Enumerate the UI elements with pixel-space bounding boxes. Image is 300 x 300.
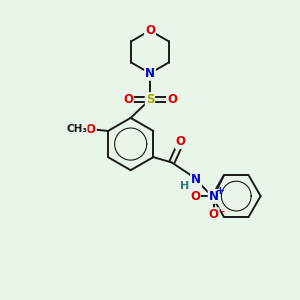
Text: H: H (180, 181, 190, 191)
Text: N: N (209, 190, 219, 203)
Text: CH₃: CH₃ (66, 124, 87, 134)
Text: N: N (145, 67, 155, 80)
Text: O: O (123, 93, 133, 106)
Text: +: + (216, 186, 225, 196)
Text: O: O (176, 135, 186, 148)
Text: S: S (146, 93, 154, 106)
Text: N: N (191, 173, 201, 186)
Text: O: O (86, 123, 96, 136)
Text: ⁻: ⁻ (218, 208, 224, 221)
Text: O: O (167, 93, 177, 106)
Text: O: O (209, 208, 219, 221)
Text: O: O (190, 190, 200, 203)
Text: O: O (145, 24, 155, 37)
